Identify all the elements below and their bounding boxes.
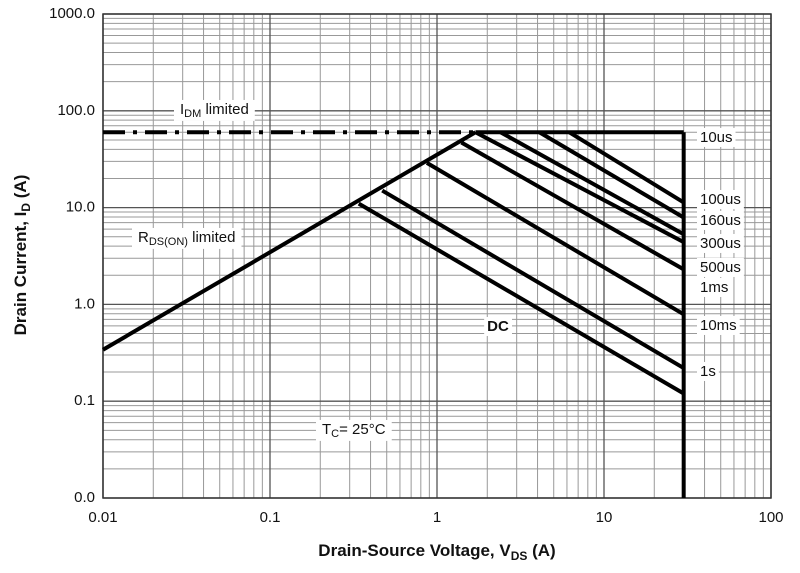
curve-label: 500us: [700, 259, 741, 276]
curve-label: 10ms: [700, 317, 737, 334]
soa-line: [568, 130, 685, 205]
label-background: [697, 361, 719, 381]
curve-label: 160us: [700, 212, 741, 229]
label-background: [697, 257, 744, 277]
soa-line: [460, 140, 685, 272]
axis-title-part: D: [19, 203, 33, 212]
x-tick-label: 0.1: [260, 509, 281, 526]
label-background: [697, 189, 744, 209]
annotation-part: T: [322, 421, 331, 438]
axis-title-part: Drain Current, I: [11, 212, 30, 336]
axis-title-part: (A): [11, 175, 30, 203]
axis-title-part: (A): [527, 541, 555, 560]
soa-line: [499, 130, 685, 237]
annotation-part: = 25°C: [339, 421, 386, 438]
axis-title-part: DS: [511, 549, 528, 563]
label-background: [484, 316, 512, 336]
annotation-part: I: [180, 101, 184, 118]
label-background: [697, 127, 736, 147]
x-tick-label: 100: [758, 509, 783, 526]
curve-label: DC: [487, 318, 509, 335]
y-tick-label: 100.0: [57, 102, 95, 119]
soa-line: [474, 130, 685, 244]
annotation: IDM limited: [180, 101, 249, 120]
label-background: [697, 315, 740, 335]
x-tick-label: 0.01: [88, 509, 117, 526]
label-background: [697, 277, 732, 297]
limit-line: [101, 130, 477, 352]
plot-frame: [102, 13, 772, 499]
annotation-part: DS(ON): [149, 236, 188, 248]
soa-line: [357, 201, 685, 396]
y-tick-label: 0.1: [74, 392, 95, 409]
soa-line: [381, 188, 685, 370]
label-background: [697, 233, 744, 253]
curve-label: 100us: [700, 191, 741, 208]
annotation: RDS(ON) limited: [138, 229, 235, 248]
annotation: TC= 25°C: [322, 421, 386, 440]
y-tick-label: 0.0: [74, 489, 95, 506]
label-background: [697, 210, 744, 230]
annotation-part: DM: [184, 108, 201, 120]
axis-title-part: Drain-Source Voltage, V: [318, 541, 511, 560]
annotation-part: C: [331, 428, 339, 440]
axis-title: Drain Current, ID (A): [11, 175, 33, 336]
curve-label: 1ms: [700, 279, 728, 296]
soa-line: [425, 161, 685, 317]
axis-title: Drain-Source Voltage, VDS (A): [318, 541, 555, 563]
label-background: [132, 227, 242, 249]
soa-line: [538, 130, 685, 220]
annotation-part: limited: [188, 229, 236, 246]
curve-label: 300us: [700, 235, 741, 252]
label-background: [316, 419, 392, 441]
y-tick-label: 1.0: [74, 295, 95, 312]
x-tick-label: 1: [433, 509, 441, 526]
curve-label: 10us: [700, 129, 733, 146]
y-tick-label: 10.0: [66, 199, 95, 216]
label-background: [174, 99, 255, 121]
curve-label: 1s: [700, 363, 716, 380]
annotation-part: limited: [201, 101, 249, 118]
y-tick-label: 1000.0: [49, 5, 95, 22]
x-tick-label: 10: [596, 509, 613, 526]
annotation-part: R: [138, 229, 149, 246]
